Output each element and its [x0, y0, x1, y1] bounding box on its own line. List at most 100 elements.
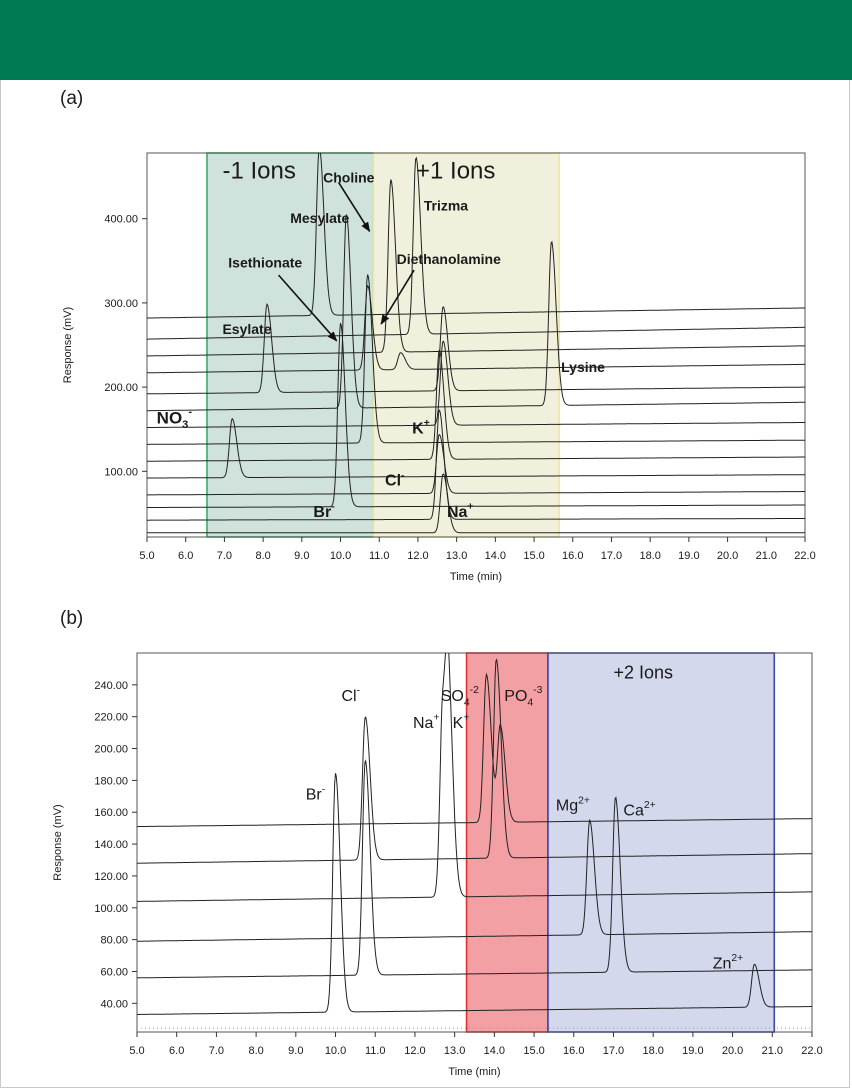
trace-line	[137, 759, 812, 979]
trace-line	[147, 409, 805, 521]
trace-line	[147, 302, 805, 395]
label-k: K+	[412, 418, 430, 437]
header-bar	[0, 0, 852, 80]
chart-panel-b: 40.00 60.00 80.00 100.00 120.00 140.00 160.00 1…	[52, 652, 823, 1078]
label-1-ions: -1 Ions	[222, 157, 295, 184]
label-na: Na+	[413, 713, 440, 732]
trace-line	[137, 653, 812, 902]
trace-line	[137, 658, 812, 864]
figure-frame	[0, 80, 850, 1088]
x-tick-label: 8.0	[255, 550, 270, 562]
y-tick-label: 60.00	[100, 966, 128, 978]
trace-line	[147, 349, 805, 462]
y-tick-label: 160.00	[94, 807, 128, 819]
x-tick-label: 16.0	[562, 550, 583, 562]
trace-line	[147, 473, 805, 534]
y-tick-label: 300.00	[104, 298, 138, 310]
label-so: SO4-2	[441, 685, 479, 708]
x-tick-label: 7.0	[209, 1045, 224, 1057]
x-tick-label: 21.0	[762, 1045, 783, 1057]
label-choline: Choline	[323, 169, 375, 185]
trace-line	[147, 340, 805, 428]
label-k: K+	[453, 713, 470, 732]
y-tick-label: 120.00	[94, 871, 128, 883]
label-no3: NO3-	[157, 406, 193, 431]
trace-line	[147, 417, 805, 479]
trace-line	[147, 284, 805, 374]
y-tick-label: 140.00	[94, 839, 128, 851]
label-na: Na+	[447, 502, 474, 521]
x-tick-label: 10.0	[330, 550, 351, 562]
x-tick-label: 16.0	[563, 1045, 584, 1057]
trace-group	[147, 153, 805, 534]
annotation-arrow	[278, 274, 338, 342]
y-tick-label: 220.00	[94, 712, 128, 724]
x-tick-label: 11.0	[365, 1045, 386, 1057]
trace-line	[147, 213, 805, 412]
x-tick-label: 20.0	[722, 1045, 743, 1057]
x-tick-label: 17.0	[601, 550, 622, 562]
label-esylate: Esylate	[222, 321, 271, 337]
x-tick-label: 18.0	[642, 1045, 663, 1057]
x-tick-label: 10.0	[325, 1045, 346, 1057]
x-tick-label: 21.0	[756, 550, 777, 562]
ion-region-2-ions	[547, 652, 776, 1033]
label-cl: Cl-	[385, 470, 405, 489]
trace-line	[147, 323, 805, 508]
x-tick-label: 14.0	[485, 550, 506, 562]
y-tick-label: 40.00	[100, 998, 128, 1010]
x-tick-label: 7.0	[217, 550, 232, 562]
label-cl: Cl-	[341, 686, 360, 705]
label-diethanolamine: Diethanolamine	[397, 251, 501, 267]
y-tick-label: 240.00	[94, 680, 128, 692]
x-tick-label: 6.0	[169, 1045, 184, 1057]
trace-group	[137, 653, 812, 1015]
x-tick-label: 22.0	[794, 550, 815, 562]
x-tick-label: 15.0	[523, 550, 544, 562]
y-tick-label: 180.00	[94, 775, 128, 787]
label-isethionate: Isethionate	[228, 255, 302, 271]
x-tick-label: 17.0	[603, 1045, 624, 1057]
y-tick-label: 200.00	[94, 744, 128, 756]
label-lysine: Lysine	[561, 359, 605, 375]
y-axis-label: Response (mV)	[52, 804, 64, 880]
y-tick-label: 100.00	[94, 903, 128, 915]
label-ca: Ca2+	[623, 800, 655, 819]
chart-panel-a: 100.00 200.00 300.00 400.00 5.0 6.0 7.0 8.0 9.0 1…	[62, 152, 816, 583]
x-tick-label: 8.0	[248, 1045, 263, 1057]
x-tick-label: 19.0	[678, 550, 699, 562]
trace-line	[147, 153, 805, 319]
x-tick-label: 18.0	[639, 550, 660, 562]
trace-line	[147, 434, 805, 496]
label-mg: Mg2+	[556, 795, 590, 814]
x-tick-label: 9.0	[288, 1045, 303, 1057]
y-tick-label: 80.00	[100, 935, 128, 947]
x-axis-label: Time (min)	[448, 1066, 500, 1078]
x-tick-label: 5.0	[129, 1045, 144, 1057]
trace-line	[137, 672, 812, 828]
x-tick-label: 15.0	[523, 1045, 544, 1057]
x-tick-label: 14.0	[484, 1045, 505, 1057]
y-tick-label: 400.00	[104, 214, 138, 226]
panel-label-a: (a)	[60, 88, 84, 109]
y-axis-label: Response (mV)	[62, 307, 74, 383]
trace-line	[147, 274, 805, 445]
x-tick-label: 12.0	[407, 550, 428, 562]
annotation-arrow	[380, 269, 415, 325]
x-tick-label: 13.0	[444, 1045, 465, 1057]
x-tick-label: 6.0	[178, 550, 193, 562]
x-tick-label: 9.0	[294, 550, 309, 562]
y-tick-label: 200.00	[104, 382, 138, 394]
panel-label-b: (b)	[60, 608, 84, 629]
x-tick-label: 20.0	[717, 550, 738, 562]
label-1-ions: +1 Ions	[416, 157, 495, 184]
trace-line	[137, 773, 812, 1015]
trace-line	[147, 179, 805, 357]
x-tick-label: 11.0	[369, 550, 390, 562]
x-tick-label: 19.0	[682, 1045, 703, 1057]
y-tick-label: 100.00	[104, 466, 138, 478]
x-tick-label: 22.0	[801, 1045, 822, 1057]
label-zn: Zn2+	[713, 953, 744, 972]
label-br: Br-	[313, 502, 335, 521]
